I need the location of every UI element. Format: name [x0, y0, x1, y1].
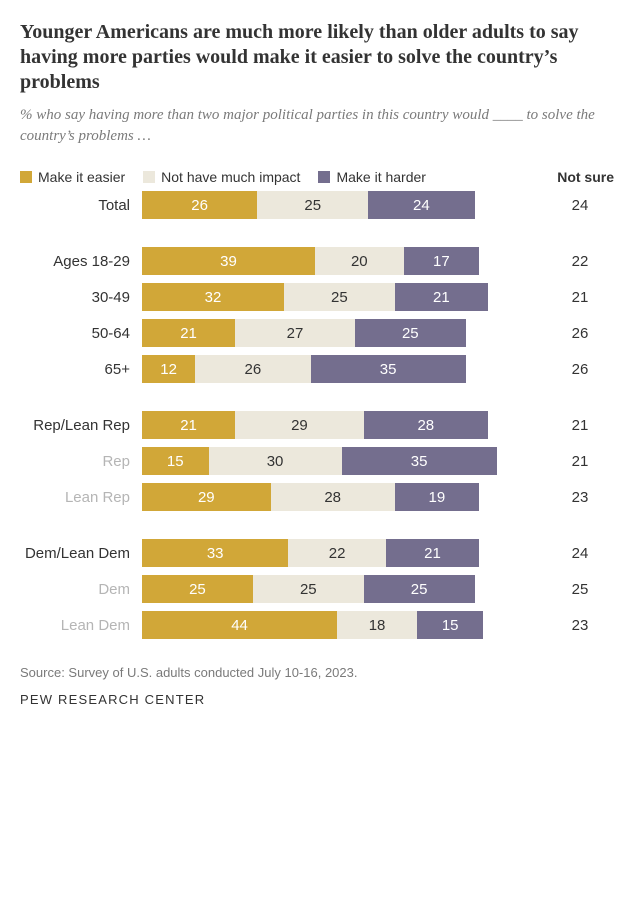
row-label: Rep/Lean Rep: [20, 417, 142, 434]
legend-item-neutral: Not have much impact: [143, 169, 300, 185]
chart-row: 65+12263526: [20, 355, 620, 383]
notsure-value: 22: [550, 253, 610, 270]
chart-row: Lean Dem44181523: [20, 611, 620, 639]
bar-segment-neutral: 27: [235, 319, 355, 347]
bar-segment-harder: 24: [368, 191, 474, 219]
row-label: Dem: [20, 581, 142, 598]
bar-segment-easier: 26: [142, 191, 257, 219]
legend-item-easier: Make it easier: [20, 169, 125, 185]
bar-segment-harder: 28: [364, 411, 488, 439]
bar-segment-neutral: 29: [235, 411, 364, 439]
notsure-value: 24: [550, 197, 610, 214]
bar-segment-neutral: 22: [288, 539, 386, 567]
notsure-value: 25: [550, 581, 610, 598]
bar-segment-harder: 35: [342, 447, 497, 475]
bar-segment-neutral: 25: [253, 575, 364, 603]
legend-label: Not have much impact: [161, 169, 300, 185]
bar-track: 392017: [142, 247, 550, 275]
chart-area: Total26252424Ages 18-293920172230-493225…: [20, 191, 620, 639]
notsure-value: 23: [550, 617, 610, 634]
chart-row: 50-6421272526: [20, 319, 620, 347]
row-label: 30-49: [20, 289, 142, 306]
legend-label: Make it harder: [336, 169, 425, 185]
bar-segment-easier: 32: [142, 283, 284, 311]
row-label: Lean Rep: [20, 489, 142, 506]
bar-segment-harder: 19: [395, 483, 479, 511]
chart-row: Total26252424: [20, 191, 620, 219]
chart-row: Lean Rep29281923: [20, 483, 620, 511]
chart-card: { "title": "Younger Americans are much m…: [0, 0, 640, 725]
notsure-header: Not sure: [557, 169, 620, 185]
bar-segment-easier: 39: [142, 247, 315, 275]
source-line: Source: Survey of U.S. adults conducted …: [20, 665, 620, 680]
chart-row: Rep/Lean Rep21292821: [20, 411, 620, 439]
notsure-value: 26: [550, 325, 610, 342]
notsure-value: 21: [550, 289, 610, 306]
legend-label: Make it easier: [38, 169, 125, 185]
row-label: 65+: [20, 361, 142, 378]
notsure-value: 26: [550, 361, 610, 378]
bar-segment-easier: 25: [142, 575, 253, 603]
bar-segment-harder: 21: [395, 283, 488, 311]
row-label: Lean Dem: [20, 617, 142, 634]
bar-track: 252525: [142, 575, 550, 603]
bar-segment-neutral: 18: [337, 611, 417, 639]
bar-track: 441815: [142, 611, 550, 639]
chart-row: Ages 18-2939201722: [20, 247, 620, 275]
bar-segment-easier: 12: [142, 355, 195, 383]
notsure-value: 21: [550, 453, 610, 470]
bar-track: 322521: [142, 283, 550, 311]
bar-track: 292819: [142, 483, 550, 511]
bar-segment-neutral: 28: [271, 483, 395, 511]
bar-segment-neutral: 30: [209, 447, 342, 475]
chart-row: 30-4932252121: [20, 283, 620, 311]
chart-subtitle: % who say having more than two major pol…: [20, 105, 620, 147]
row-label: Rep: [20, 453, 142, 470]
chart-row: Dem/Lean Dem33222124: [20, 539, 620, 567]
legend-swatch-neutral: [143, 171, 155, 183]
row-label: Total: [20, 197, 142, 214]
bar-segment-easier: 21: [142, 319, 235, 347]
bar-segment-neutral: 25: [284, 283, 395, 311]
legend: Make it easier Not have much impact Make…: [20, 169, 620, 185]
bar-track: 212928: [142, 411, 550, 439]
bar-track: 212725: [142, 319, 550, 347]
bar-segment-harder: 35: [311, 355, 466, 383]
bar-segment-easier: 44: [142, 611, 337, 639]
bar-segment-harder: 15: [417, 611, 484, 639]
row-label: Ages 18-29: [20, 253, 142, 270]
notsure-value: 21: [550, 417, 610, 434]
bar-segment-harder: 25: [355, 319, 466, 347]
notsure-value: 24: [550, 545, 610, 562]
footer: PEW RESEARCH CENTER: [20, 692, 620, 707]
bar-segment-easier: 15: [142, 447, 209, 475]
bar-segment-harder: 17: [404, 247, 479, 275]
bar-segment-easier: 21: [142, 411, 235, 439]
chart-row: Rep15303521: [20, 447, 620, 475]
bar-track: 153035: [142, 447, 550, 475]
bar-segment-neutral: 20: [315, 247, 404, 275]
bar-segment-neutral: 26: [195, 355, 310, 383]
bar-track: 122635: [142, 355, 550, 383]
bar-segment-easier: 29: [142, 483, 271, 511]
chart-row: Dem25252525: [20, 575, 620, 603]
chart-title: Younger Americans are much more likely t…: [20, 20, 620, 95]
bar-segment-harder: 25: [364, 575, 475, 603]
bar-segment-neutral: 25: [257, 191, 368, 219]
bar-track: 332221: [142, 539, 550, 567]
row-label: 50-64: [20, 325, 142, 342]
bar-segment-easier: 33: [142, 539, 288, 567]
bar-track: 262524: [142, 191, 550, 219]
legend-swatch-easier: [20, 171, 32, 183]
row-label: Dem/Lean Dem: [20, 545, 142, 562]
notsure-value: 23: [550, 489, 610, 506]
legend-item-harder: Make it harder: [318, 169, 425, 185]
bar-segment-harder: 21: [386, 539, 479, 567]
legend-swatch-harder: [318, 171, 330, 183]
